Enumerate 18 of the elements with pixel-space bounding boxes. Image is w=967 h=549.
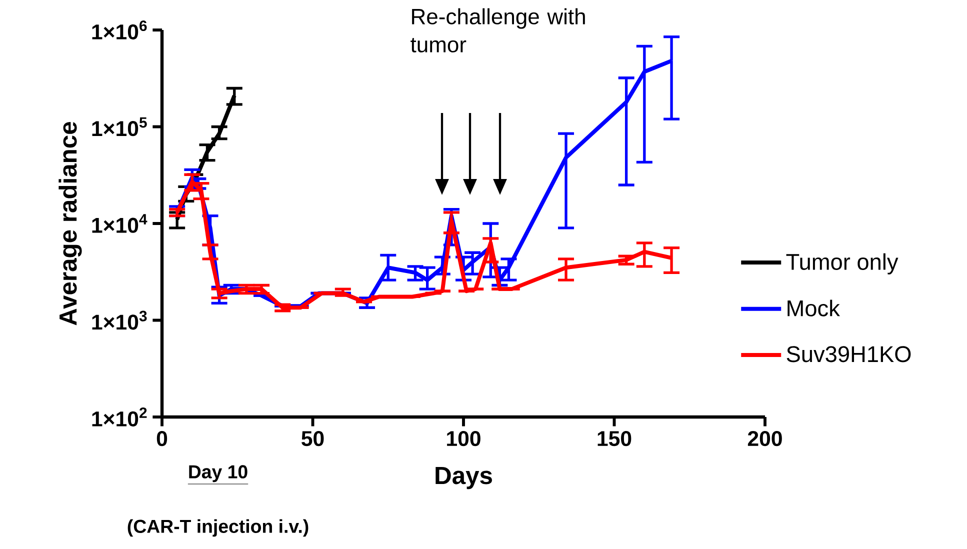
annotation: Re-challenge with tumor [410,8,585,52]
x-tick-label: 50 [302,431,324,446]
legend-label: Mock [788,300,840,316]
y-tick-label: 1×10$^{5}$ [92,117,147,136]
x-axis-title: Days [436,467,492,490]
y-axis-title: Average radiance [58,122,82,326]
x-tick-label: 150 [598,431,632,446]
text: (CAR-T injection i.v.) [128,519,308,537]
y-tick-label: 1×10$^{3}$ [92,310,147,330]
text: Day 10 [189,465,248,482]
legend-label: Tumor only [786,253,898,274]
x-tick-label: 200 [748,431,782,446]
x-tick-label: 0 [156,431,168,446]
y-tick-label: 1×10$^{2}$ [92,407,147,426]
y-tick-label: 1×10$^{4}$ [92,214,148,233]
legend-label: Suv39H1KO [786,346,911,362]
x-tick-label: 100 [447,431,480,446]
y-tick-label: 1×10$^{6}$ [92,20,147,40]
